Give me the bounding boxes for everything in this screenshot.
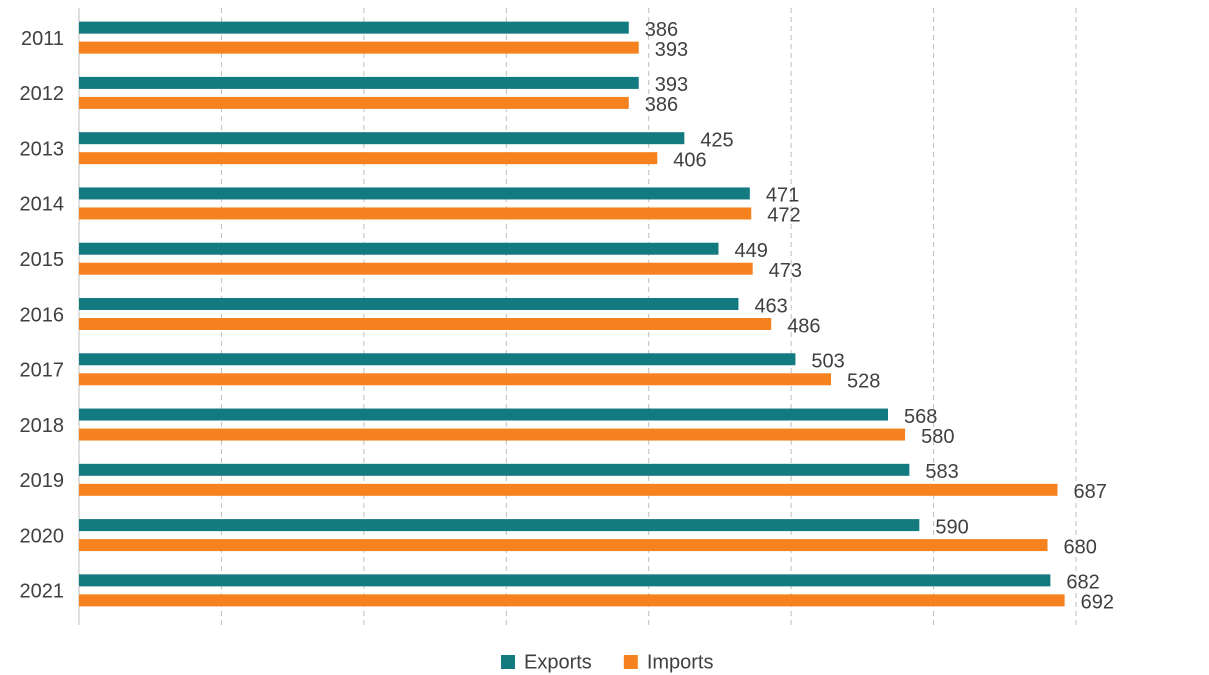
data-label: 680 [1064, 536, 1097, 558]
bar [79, 76, 639, 89]
data-label: 406 [673, 149, 706, 171]
bar [79, 574, 1051, 587]
y-tick-label: 2016 [20, 304, 65, 326]
y-tick-label: 2011 [21, 28, 64, 50]
bar [79, 408, 888, 421]
data-label: 503 [811, 351, 844, 373]
data-label: 449 [735, 240, 768, 262]
y-tick-label: 2017 [20, 360, 65, 382]
bar [79, 41, 639, 54]
bar [79, 21, 629, 34]
legend-swatch [623, 655, 638, 669]
bar [79, 96, 629, 109]
bar [79, 463, 910, 476]
data-label: 687 [1073, 481, 1106, 503]
data-label: 386 [645, 19, 678, 41]
bar [79, 373, 832, 386]
bar [79, 242, 719, 255]
data-label: 393 [655, 74, 688, 96]
y-tick-label: 2012 [20, 83, 65, 105]
bar [79, 298, 739, 310]
data-label: 472 [767, 205, 800, 227]
y-tick-label: 2020 [20, 525, 65, 547]
data-label: 486 [787, 315, 820, 337]
legend-label: Imports [647, 651, 714, 673]
bar [79, 483, 1058, 496]
data-label: 463 [754, 295, 787, 317]
bar [79, 519, 920, 532]
y-tick-label: 2015 [20, 249, 65, 271]
y-tick-label: 2021 [20, 581, 65, 603]
data-label: 568 [904, 406, 937, 428]
bar [79, 152, 658, 165]
data-label: 528 [847, 371, 880, 393]
data-label: 471 [766, 185, 799, 207]
bar [79, 318, 772, 330]
data-label: 583 [925, 461, 958, 483]
bar [79, 539, 1048, 552]
data-label: 590 [935, 516, 968, 538]
data-label: 682 [1066, 572, 1099, 594]
data-label: 692 [1081, 592, 1114, 614]
bar [79, 132, 685, 145]
data-label: 425 [700, 129, 733, 151]
y-tick-label: 2014 [20, 194, 65, 216]
y-tick-label: 2019 [20, 470, 65, 492]
legend-swatch [501, 655, 515, 669]
bar [79, 594, 1065, 607]
legend-label: Exports [524, 651, 592, 673]
bar [79, 262, 753, 275]
bar [79, 187, 750, 200]
bar [79, 428, 906, 441]
data-label: 386 [645, 94, 678, 116]
bar [79, 207, 752, 220]
data-label: 473 [769, 260, 802, 282]
y-tick-label: 2013 [20, 138, 65, 160]
y-tick-label: 2018 [20, 415, 65, 437]
data-label: 393 [655, 39, 688, 61]
data-label: 580 [921, 426, 954, 448]
bar [79, 353, 796, 366]
